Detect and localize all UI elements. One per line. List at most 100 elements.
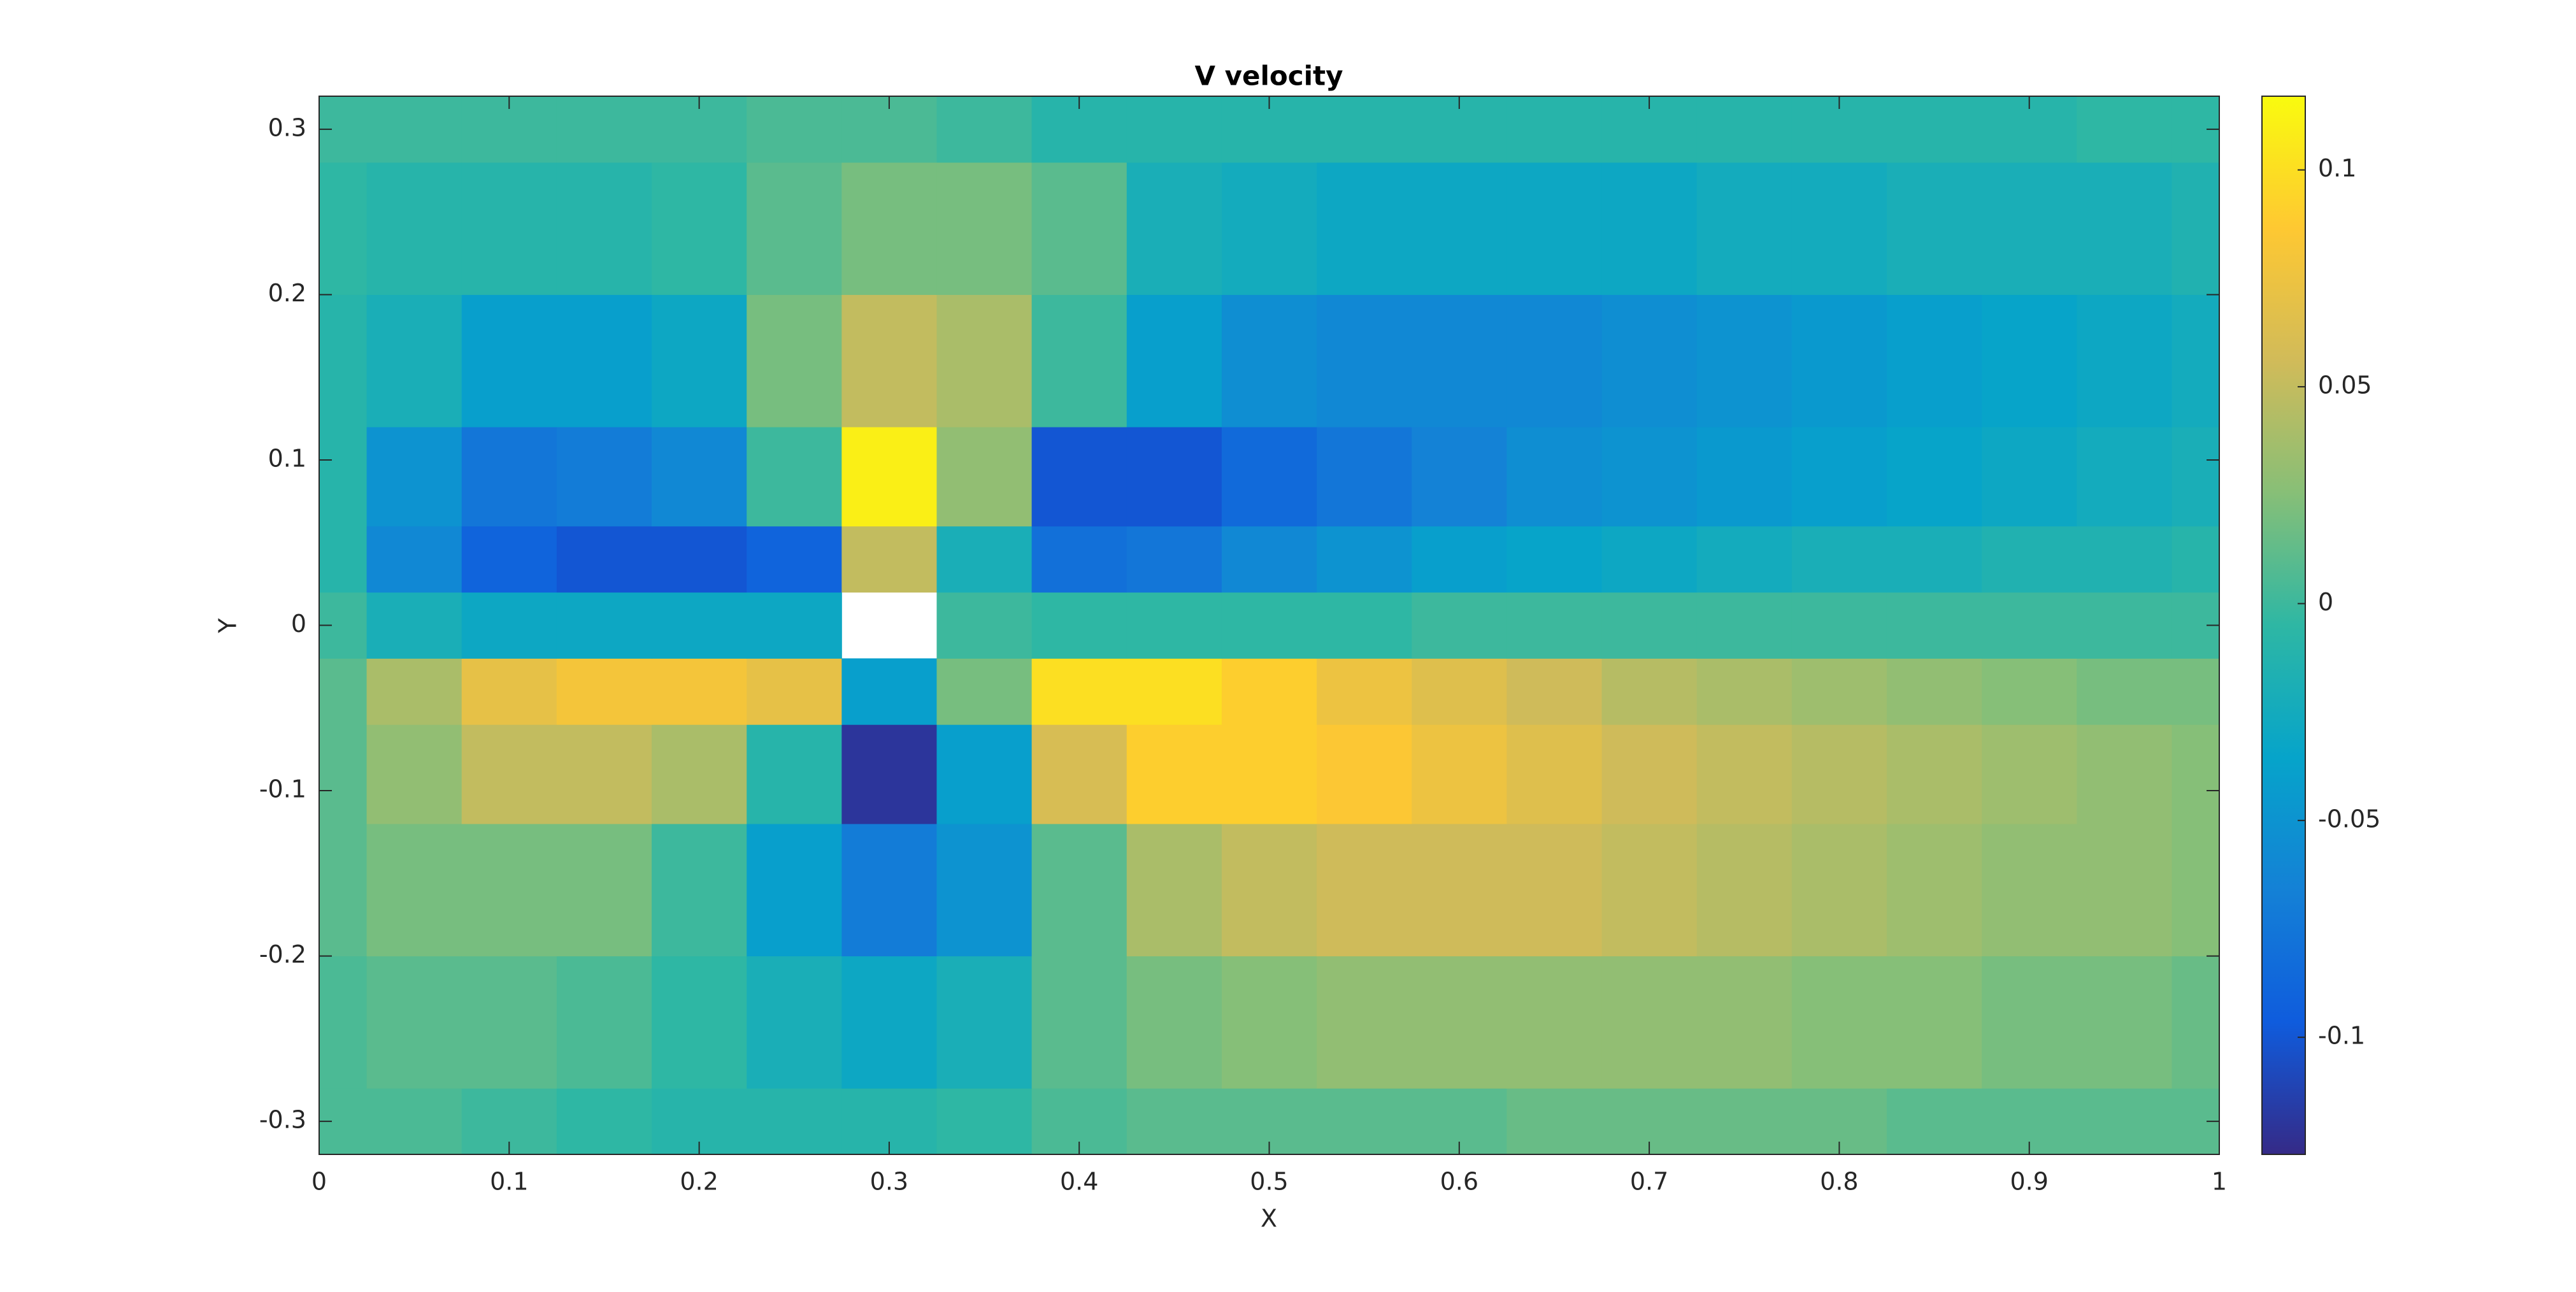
field-cell [1696, 658, 1792, 725]
field-cell [1506, 96, 1603, 163]
field-cell [1412, 294, 1507, 427]
x-tick-label: 0.6 [1440, 1168, 1478, 1196]
field-cell [1696, 724, 1792, 824]
field-cell [1696, 526, 1792, 593]
field-cell [366, 658, 462, 725]
x-tick-label: 0.2 [680, 1168, 718, 1196]
field-cell [841, 823, 937, 957]
field-cell [1506, 294, 1603, 427]
field-cell [1031, 823, 1127, 957]
field-cell [319, 162, 368, 295]
field-cell [2172, 162, 2220, 295]
field-cell [652, 294, 747, 427]
field-cell [1886, 1088, 1982, 1155]
field-cell [1031, 658, 1127, 725]
field-cell [1696, 427, 1792, 527]
y-tick-label: 0 [291, 610, 306, 638]
field-cell [1696, 162, 1792, 295]
y-tick-label: -0.3 [259, 1106, 306, 1134]
field-cell [1412, 658, 1507, 725]
field-cell [1126, 823, 1222, 957]
field-cell [461, 162, 557, 295]
field-cell [2077, 1088, 2172, 1155]
field-cell [1221, 724, 1317, 824]
field-cell [1886, 162, 1982, 295]
field-cell [652, 427, 747, 527]
y-tick-label: 0.1 [268, 444, 306, 472]
field-cell [1601, 526, 1698, 593]
field-cell [2172, 427, 2220, 527]
field-cell [747, 427, 842, 527]
field-cell [1126, 96, 1222, 163]
field-cell [2172, 658, 2220, 725]
field-cell [1982, 294, 2077, 427]
field-cell [652, 823, 747, 957]
field-cell [652, 592, 747, 659]
field-cell [1696, 1088, 1792, 1155]
field-cell [1126, 294, 1222, 427]
field-cell [319, 956, 368, 1089]
field-cell [556, 823, 652, 957]
field-cell [1317, 592, 1412, 659]
field-cell [1412, 427, 1507, 527]
field-cell [1126, 427, 1222, 527]
field-cell [652, 658, 747, 725]
field-cell [1317, 1088, 1412, 1155]
field-cell [1886, 823, 1982, 957]
field-cell [1506, 823, 1603, 957]
field-cell [936, 294, 1033, 427]
field-cell [1317, 823, 1412, 957]
field-cell [461, 427, 557, 527]
field-cell [556, 526, 652, 593]
field-cell [841, 526, 937, 593]
field-cell [1221, 956, 1317, 1089]
x-tick-label: 0.4 [1060, 1168, 1098, 1196]
field-cell [1601, 592, 1698, 659]
field-cell [1412, 724, 1507, 824]
field-cell [319, 294, 368, 427]
field-cell [936, 526, 1033, 593]
field-cell [1601, 162, 1698, 295]
field-cell [1221, 427, 1317, 527]
field-cell [461, 294, 557, 427]
field-cell [319, 526, 368, 593]
field-cell [366, 724, 462, 824]
field-cell [556, 724, 652, 824]
field-cell [366, 96, 462, 163]
field-cell [841, 956, 937, 1089]
field-cell [461, 823, 557, 957]
field-cell [461, 724, 557, 824]
field-cell [2077, 427, 2172, 527]
field-cell [366, 956, 462, 1089]
field-cell [461, 658, 557, 725]
field-cell [1412, 956, 1507, 1089]
field-cell [1982, 427, 2077, 527]
field-cell [841, 427, 937, 527]
field-cell [556, 427, 652, 527]
field-cell [1221, 526, 1317, 593]
x-tick-label: 0.1 [490, 1168, 528, 1196]
field-cell [1886, 658, 1982, 725]
field-cell [2077, 592, 2172, 659]
field-cell [1696, 592, 1792, 659]
field-cell [1506, 162, 1603, 295]
colorbar-tick-label: -0.1 [2318, 1022, 2365, 1050]
field-cell [1886, 427, 1982, 527]
field-cell [1126, 956, 1222, 1089]
field-cell [1506, 1088, 1603, 1155]
field-cell [1031, 956, 1127, 1089]
field-cell [1412, 162, 1507, 295]
field-cell [1506, 724, 1603, 824]
field-cell [366, 526, 462, 593]
field-cell [936, 1088, 1033, 1155]
field-cell [841, 658, 937, 725]
field-cell [556, 956, 652, 1089]
field-cell [747, 294, 842, 427]
field-cell [319, 658, 368, 725]
colorbar-tick-label: 0 [2318, 588, 2333, 616]
field-cell [747, 1088, 842, 1155]
field-cell [366, 823, 462, 957]
field-cell [747, 162, 842, 295]
field-cell [1982, 724, 2077, 824]
field-cell [1221, 658, 1317, 725]
